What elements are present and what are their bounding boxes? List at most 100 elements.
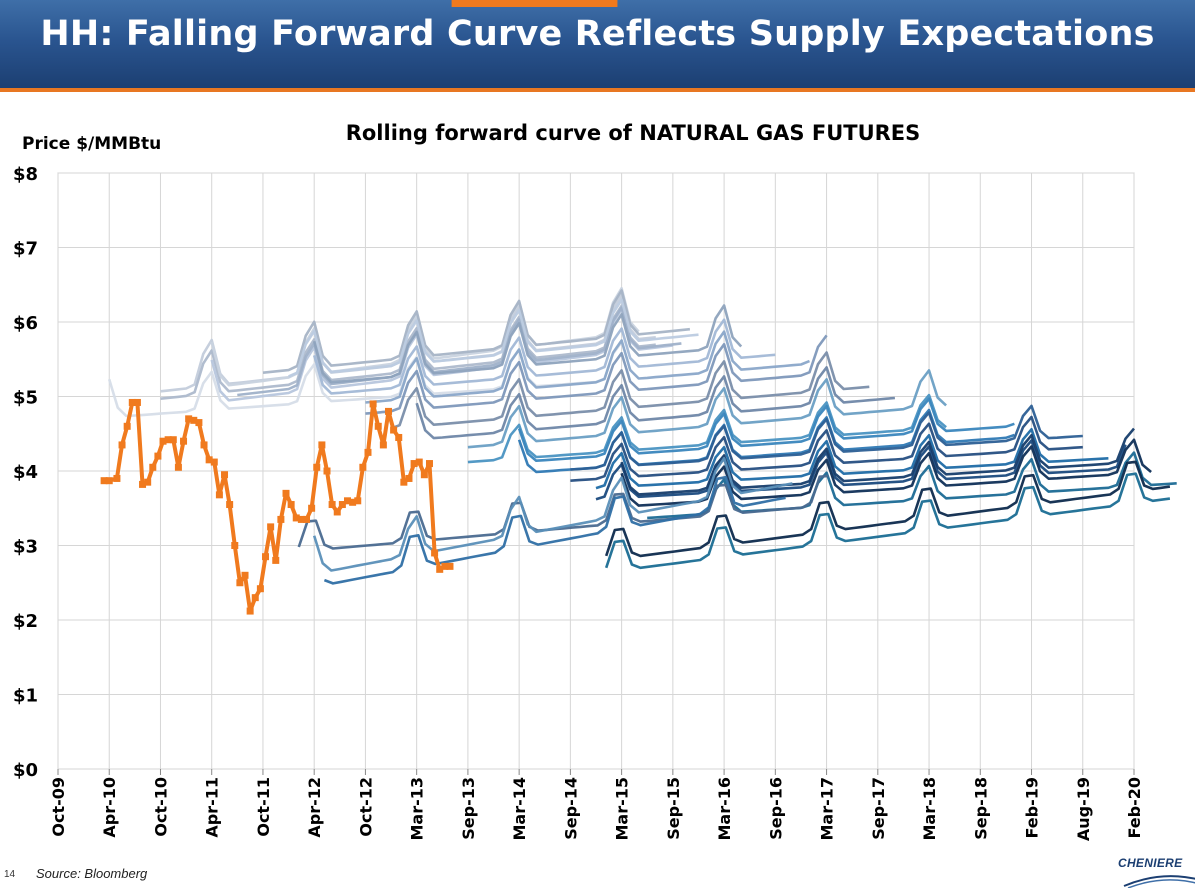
- x-tick-label: Sep-14: [561, 777, 580, 840]
- spot-price-point: [190, 416, 198, 424]
- spot-price-point: [390, 426, 398, 434]
- forward-curve-line: [237, 306, 682, 397]
- x-tick-label: Sep-17: [869, 777, 888, 840]
- spot-price-point: [297, 515, 305, 523]
- forward-curve-line: [620, 427, 1135, 496]
- forward-curve-line: [312, 456, 793, 572]
- forward-curve-line: [467, 393, 947, 464]
- spot-price-point: [610, 0, 618, 7]
- spot-price-point: [318, 441, 326, 449]
- spot-price-point: [533, 0, 541, 7]
- x-tick-label: Sep-13: [459, 777, 478, 840]
- spot-price-point: [431, 549, 439, 557]
- spot-price-point: [379, 441, 387, 449]
- spot-price-point: [282, 489, 290, 497]
- y-tick-label: $1: [13, 686, 38, 707]
- x-tick-label: Feb-20: [1125, 777, 1144, 839]
- spot-price-point: [226, 501, 234, 509]
- spot-price-point: [154, 452, 162, 460]
- spot-price-point: [123, 422, 131, 430]
- spot-price-point: [303, 515, 311, 523]
- spot-price-point: [287, 501, 295, 509]
- spot-price-point: [497, 0, 505, 7]
- spot-price-point: [446, 562, 454, 570]
- spot-price-point: [343, 497, 351, 505]
- y-tick-label: $2: [13, 611, 38, 632]
- spot-price-point: [518, 0, 526, 7]
- spot-price-point: [205, 456, 213, 464]
- spot-price-point: [144, 478, 152, 486]
- spot-price-point: [369, 400, 377, 408]
- spot-price-point: [466, 0, 474, 7]
- forward-curve-line: [297, 474, 829, 550]
- spot-price-point: [277, 515, 285, 523]
- forward-curve-line: [323, 475, 786, 585]
- x-tick-label: Sep-15: [664, 777, 683, 840]
- spot-price-point: [472, 0, 480, 7]
- spot-price-point: [105, 477, 113, 485]
- spot-price-point: [215, 491, 223, 499]
- spot-price-point: [554, 0, 562, 7]
- spot-price-point: [441, 562, 449, 570]
- forward-curve-line: [467, 369, 947, 449]
- slide-title: HH: Falling Forward Curve Reflects Suppl…: [40, 14, 1155, 54]
- spot-price-point: [523, 0, 531, 7]
- x-tick-label: Apr-12: [305, 777, 324, 838]
- spot-price-point: [292, 514, 300, 522]
- y-axis-label: Price $/MMBtu: [22, 134, 162, 154]
- x-tick-label: Mar-17: [818, 777, 837, 841]
- spot-price-point: [364, 448, 372, 456]
- forward-curve-line: [262, 289, 691, 374]
- spot-price-point: [405, 474, 413, 482]
- spot-price-point: [267, 523, 275, 531]
- header-banner: HH: Falling Forward Curve Reflects Suppl…: [0, 0, 1195, 92]
- spot-price-point: [236, 579, 244, 587]
- spot-price-point: [400, 478, 408, 486]
- spot-price-point: [174, 463, 182, 471]
- y-tick-label: $5: [13, 388, 38, 409]
- spot-price-point: [359, 463, 367, 471]
- spot-price-point: [133, 398, 141, 406]
- x-tick-label: Mar-18: [920, 777, 939, 841]
- spot-price-point: [159, 437, 167, 445]
- spot-price-point: [256, 585, 264, 593]
- spot-price-point: [308, 504, 316, 512]
- spot-price-point: [410, 460, 418, 468]
- spot-price-point: [456, 0, 464, 7]
- x-tick-label: Oct-12: [356, 777, 375, 837]
- spot-price-point: [338, 501, 346, 509]
- spot-price-point: [313, 463, 321, 471]
- forward-curve-line: [570, 404, 1083, 471]
- logo-swoosh-icon: [1123, 875, 1195, 888]
- spot-price-point: [149, 463, 157, 471]
- spot-price-point: [384, 407, 392, 415]
- spot-price-point: [333, 508, 341, 516]
- spot-price-point: [272, 556, 280, 564]
- spot-price-point: [349, 498, 357, 506]
- spot-price-point: [420, 471, 428, 479]
- y-tick-label: $6: [13, 313, 38, 334]
- spot-price-point: [600, 0, 608, 7]
- forward-curve-line: [312, 304, 743, 384]
- forward-curve-line: [415, 366, 896, 440]
- x-tick-label: Apr-10: [100, 777, 119, 838]
- forward-curve-line: [390, 351, 870, 430]
- x-tick-label: Mar-16: [715, 777, 734, 841]
- spot-price-point: [548, 0, 556, 7]
- spot-price-point: [507, 0, 515, 7]
- spot-price-point: [246, 607, 254, 615]
- spot-price-point: [169, 436, 177, 444]
- spot-price-point: [164, 436, 172, 444]
- spot-price-point: [221, 471, 229, 479]
- forward-curve-line: [647, 451, 1177, 520]
- spot-price-point: [513, 0, 521, 7]
- spot-price-point: [482, 0, 490, 7]
- y-tick-label: $4: [13, 462, 38, 483]
- spot-price-point: [395, 433, 403, 441]
- forward-curve-line: [365, 334, 828, 415]
- spot-price-point: [543, 0, 551, 7]
- spot-price-point: [231, 542, 239, 549]
- spot-price-point: [200, 441, 208, 449]
- spot-price-point: [502, 0, 510, 7]
- x-tick-label: Sep-18: [971, 777, 990, 840]
